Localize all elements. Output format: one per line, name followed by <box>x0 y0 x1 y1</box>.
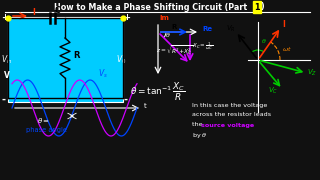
Text: the: the <box>192 123 204 127</box>
Text: Im: Im <box>159 15 169 21</box>
Text: -: - <box>123 95 127 105</box>
Text: $V_C$: $V_C$ <box>268 86 279 96</box>
Text: t: t <box>144 103 147 109</box>
Text: phase angle: phase angle <box>26 127 67 133</box>
Text: across the resistor leads: across the resistor leads <box>192 112 271 118</box>
Text: $\omega t$: $\omega t$ <box>282 45 292 53</box>
Text: +: + <box>1 14 8 22</box>
Text: R: R <box>73 51 79 60</box>
Text: I: I <box>32 8 35 17</box>
Text: $V_0$: $V_0$ <box>116 54 126 66</box>
Text: $z{=}\sqrt{R^2{+}X_C^2}$: $z{=}\sqrt{R^2{+}X_C^2}$ <box>156 44 193 58</box>
Text: $\theta$: $\theta$ <box>165 31 171 39</box>
Text: $X_C{=}\frac{1}{\omega C}$: $X_C{=}\frac{1}{\omega C}$ <box>192 40 213 52</box>
Text: I: I <box>282 20 285 29</box>
Text: +: + <box>123 14 130 22</box>
Text: $V_Z$: $V_Z$ <box>307 68 317 78</box>
Text: How to Make a Phase Shifting Circuit (Part: How to Make a Phase Shifting Circuit (Pa… <box>54 3 250 12</box>
Text: $\theta = \tan^{-1}\dfrac{X_C}{R}$: $\theta = \tan^{-1}\dfrac{X_C}{R}$ <box>130 81 186 103</box>
Text: 1: 1 <box>254 3 260 12</box>
Bar <box>8 17 123 102</box>
Text: R: R <box>171 24 176 30</box>
Text: $V_R$: $V_R$ <box>226 24 236 34</box>
Text: C: C <box>55 6 60 15</box>
Text: -: - <box>1 95 5 105</box>
Text: by $\theta$: by $\theta$ <box>192 130 208 140</box>
Text: $V_{in}$: $V_{in}$ <box>1 54 13 66</box>
Text: In this case the voltage: In this case the voltage <box>192 102 268 107</box>
Text: V: V <box>4 71 10 80</box>
Text: $V_s$: $V_s$ <box>98 67 108 80</box>
Text: Re: Re <box>202 26 212 32</box>
Text: source voltage: source voltage <box>201 123 254 127</box>
Text: $\theta =$: $\theta =$ <box>37 116 50 125</box>
Text: ): ) <box>260 3 264 12</box>
Text: $\theta$: $\theta$ <box>261 37 267 45</box>
